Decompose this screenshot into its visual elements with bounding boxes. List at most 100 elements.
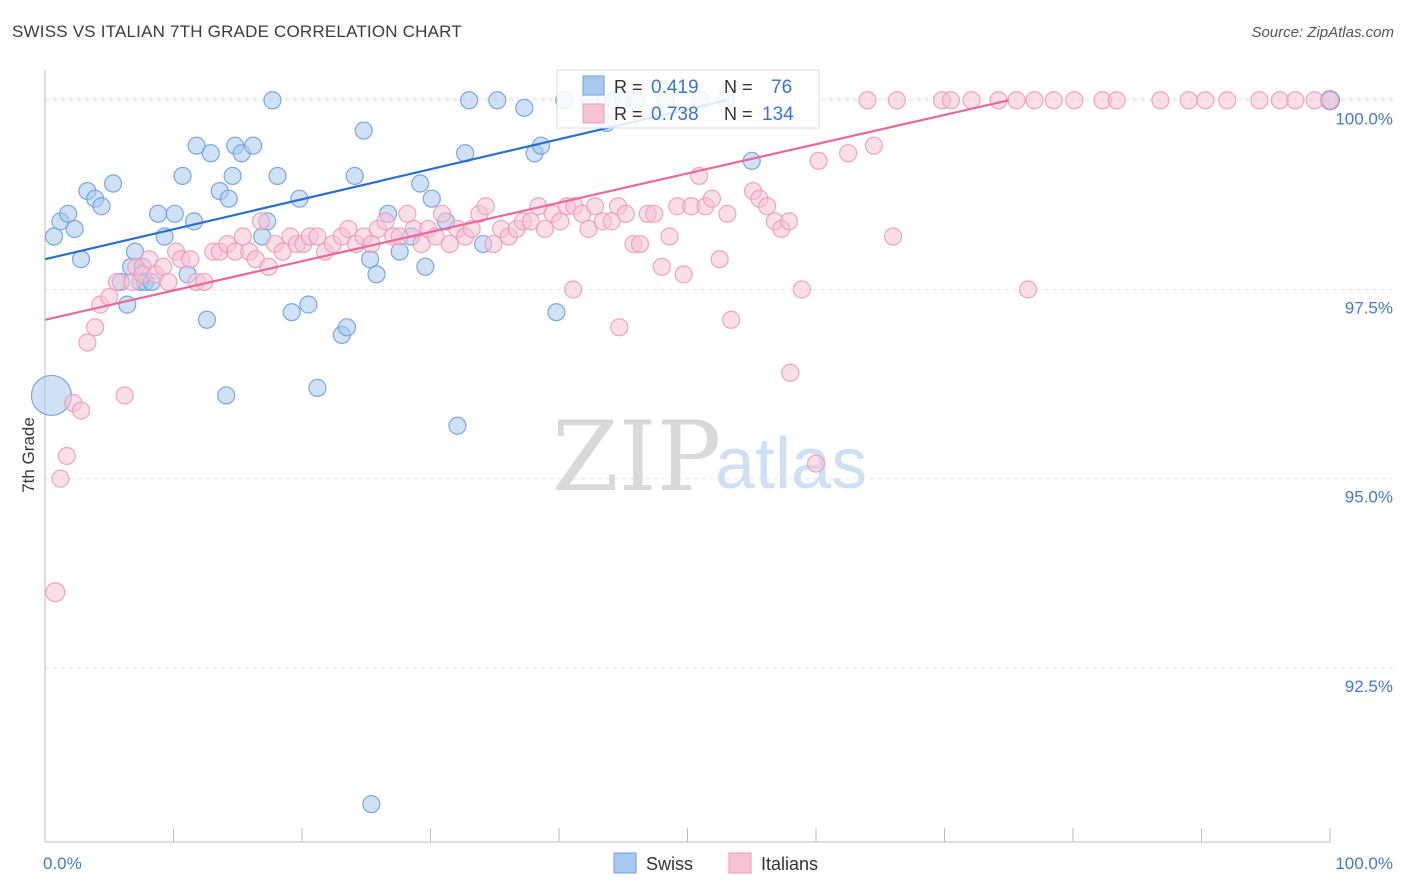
point-italians (412, 234, 431, 254)
point-italians (181, 250, 200, 269)
point-italians (962, 91, 981, 110)
point-italians (858, 91, 877, 110)
point-swiss (367, 265, 386, 284)
point-swiss (282, 303, 301, 322)
stats-r-label-italians: R = (614, 104, 643, 124)
stats-legend: R = 0.419 N = 76 R = 0.738 N = 134 (556, 69, 820, 129)
point-italians (1007, 91, 1026, 110)
point-italians (806, 454, 826, 473)
point-italians (432, 204, 452, 223)
watermark-atlas: atlas (715, 424, 867, 504)
point-italians (71, 401, 91, 420)
point-italians (1250, 91, 1269, 110)
point-italians (610, 318, 629, 337)
x-tick-label: 0.0% (43, 854, 82, 873)
point-italians (476, 197, 495, 216)
point-swiss (59, 204, 78, 223)
point-swiss (345, 166, 364, 186)
axes (44, 70, 1331, 843)
point-italians (718, 204, 737, 223)
grid-lines (45, 97, 1395, 669)
point-italians (339, 219, 358, 239)
point-swiss (201, 144, 220, 163)
point-italians (376, 212, 395, 231)
point-italians (107, 272, 127, 292)
point-italians (579, 219, 598, 239)
point-swiss (362, 795, 381, 814)
point-italians (839, 144, 858, 163)
point-swiss (165, 204, 184, 223)
point-italians (1218, 91, 1237, 110)
chart-title: SWISS VS ITALIAN 7TH GRADE CORRELATION C… (12, 22, 462, 41)
source-label: Source: ZipAtlas.com (1251, 24, 1394, 41)
point-swiss (30, 374, 73, 417)
y-tick-label: 100.0% (1335, 109, 1393, 128)
point-swiss (217, 386, 236, 405)
y-tick-label: 92.5% (1345, 677, 1393, 696)
point-swiss (459, 91, 479, 110)
point-italians (1151, 91, 1170, 110)
point-italians (758, 197, 777, 216)
point-italians (45, 582, 66, 603)
point-swiss (148, 204, 168, 223)
stats-r-value-swiss: 0.419 (651, 77, 699, 98)
point-italians (521, 212, 540, 231)
y-axis-label: 7th Grade (19, 417, 38, 493)
point-italians (602, 212, 621, 231)
point-swiss (547, 303, 566, 322)
point-italians (115, 386, 134, 405)
point-swiss (44, 227, 64, 246)
point-italians (941, 91, 961, 110)
legend-swatch-swiss (613, 852, 637, 874)
point-italians (1305, 91, 1324, 110)
point-swiss (184, 212, 204, 231)
point-swiss (65, 219, 84, 239)
point-italians (630, 234, 650, 254)
point-swiss (187, 136, 206, 155)
point-italians (864, 136, 883, 155)
point-italians (154, 257, 173, 276)
series-legend: Swiss Italians (613, 852, 818, 874)
point-swiss (390, 242, 409, 261)
point-swiss (515, 98, 534, 117)
point-italians (1065, 91, 1084, 110)
point-swiss (173, 166, 192, 186)
point-italians (883, 227, 903, 246)
stats-swatch-italians (582, 103, 605, 124)
stats-n-label-swiss: N = (724, 77, 753, 97)
stats-r-label-swiss: R = (614, 77, 643, 97)
legend-swatch-italians (728, 852, 752, 874)
trend-lines (44, 99, 1009, 321)
point-italians (1025, 91, 1044, 110)
point-swiss (268, 166, 287, 186)
point-italians (51, 469, 70, 488)
stats-n-value-italians: 134 (762, 104, 794, 125)
point-swiss (416, 257, 435, 276)
point-italians (551, 212, 570, 231)
stats-swatch-swiss (582, 75, 605, 96)
tick-labels: 92.5% 95.0% 97.5% 100.0% 0.0% 100.0% (43, 109, 1393, 873)
point-italians (1018, 280, 1038, 299)
point-italians (78, 333, 97, 352)
stats-n-label-italians: N = (724, 104, 753, 124)
stats-n-value-swiss: 76 (771, 77, 792, 98)
point-italians (781, 363, 800, 382)
point-swiss (488, 91, 507, 110)
point-swiss (448, 416, 467, 435)
point-italians (57, 446, 76, 466)
point-italians (644, 204, 664, 223)
point-italians (722, 310, 741, 329)
legend-label-italians: Italians (761, 854, 818, 874)
point-italians (1179, 91, 1198, 110)
point-italians (440, 234, 459, 254)
point-italians (652, 257, 671, 276)
point-swiss (244, 136, 263, 155)
y-tick-label: 97.5% (1345, 298, 1393, 317)
point-swiss (299, 295, 318, 314)
point-swiss (223, 166, 242, 186)
point-italians (660, 227, 679, 246)
watermark-zip: ZIP (552, 401, 721, 513)
point-italians (564, 280, 583, 299)
stats-r-value-italians: 0.738 (651, 104, 699, 125)
